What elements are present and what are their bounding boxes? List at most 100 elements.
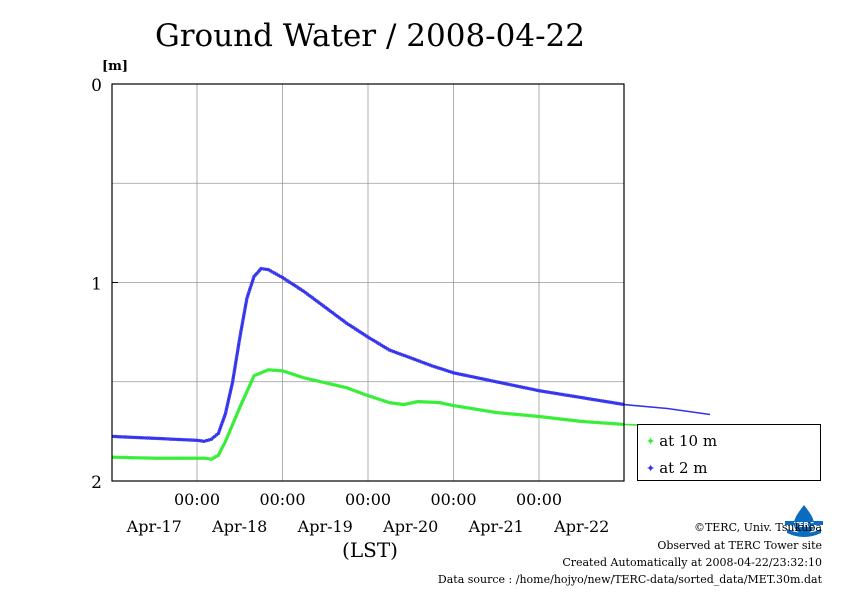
data-point (543, 390, 548, 394)
data-point (616, 401, 620, 406)
x-axis-label: (LST) (342, 538, 398, 562)
data-point (597, 398, 601, 403)
data-point (513, 384, 518, 388)
data-point (535, 414, 539, 418)
data-point (537, 389, 541, 393)
data-point (426, 400, 431, 404)
x-tick-date-label: Apr-18 (211, 517, 267, 536)
terc-logo-icon: TERC (783, 503, 825, 541)
data-point (389, 401, 394, 405)
data-point (537, 414, 541, 419)
data-point (548, 390, 552, 395)
data-point (473, 407, 477, 411)
data-point (565, 418, 569, 422)
x-tick-time-label: 00:00 (259, 490, 305, 509)
x-tick-date-label: Apr-22 (553, 517, 609, 536)
data-point (226, 401, 230, 405)
data-point (588, 397, 592, 401)
data-point (429, 400, 433, 404)
data-point (548, 416, 552, 420)
legend-marker-blue: ✦ (646, 461, 656, 475)
data-point (524, 386, 528, 390)
data-point (462, 405, 466, 409)
series-line (111, 267, 711, 443)
data-point (528, 414, 533, 418)
data-point (473, 375, 477, 379)
data-point (410, 401, 414, 405)
y-tick-label: 1 (91, 275, 102, 295)
data-point (451, 403, 456, 408)
data-point (560, 417, 565, 421)
data-point (139, 456, 143, 460)
data-point (486, 409, 490, 413)
y-tick-label: 2 (91, 473, 102, 493)
series-at-10m (111, 368, 711, 461)
data-point (193, 456, 197, 460)
data-point (494, 380, 498, 384)
legend-label: at 10 m (659, 432, 718, 450)
data-point (319, 380, 323, 384)
created-text: Created Automatically at 2008-04-22/23:3… (562, 556, 822, 569)
data-point (433, 400, 437, 405)
data-point (490, 410, 494, 414)
data-point (541, 389, 545, 394)
x-tick-date-label: Apr-19 (297, 517, 353, 536)
data-point (552, 391, 556, 395)
data-point (552, 416, 556, 420)
grid-lines (112, 84, 624, 481)
x-tick-labels: 00:00 00:00 00:00 00:00 00:00 Apr-17 Apr-18 Apr… (126, 490, 610, 536)
data-point (422, 400, 426, 404)
data-point (518, 385, 522, 389)
data-point (569, 418, 573, 422)
data-point (479, 408, 483, 412)
logo-text: TERC (794, 521, 814, 529)
data-point (468, 406, 473, 410)
data-point (188, 456, 192, 460)
data-point (468, 374, 473, 379)
data-point (224, 409, 228, 414)
data-point (157, 456, 161, 460)
data-point (408, 401, 412, 405)
data-point (387, 400, 392, 405)
legend-label: at 2 m (659, 459, 708, 477)
data-point (439, 401, 443, 405)
data-point (554, 391, 558, 396)
chart-title: Ground Water / 2008-04-22 (155, 18, 585, 54)
data-point (130, 456, 134, 460)
data-point (397, 402, 402, 406)
data-point (230, 382, 234, 386)
y-axis-unit-label: [m] (102, 59, 128, 74)
data-point (416, 399, 420, 404)
data-point (179, 456, 183, 460)
legend-item-at-2m: ✦ at 2 m (646, 458, 708, 478)
data-point (148, 456, 152, 460)
data-point (184, 456, 188, 460)
data-point (233, 366, 237, 371)
x-tick-date-label: Apr-21 (468, 517, 524, 536)
data-point (560, 392, 565, 397)
data-point (569, 394, 573, 398)
data-point (554, 416, 558, 421)
data-point (494, 410, 498, 415)
data-point (543, 415, 548, 419)
data-point (580, 395, 584, 400)
data-point (466, 406, 471, 410)
legend: ✦ at 10 m ✦ at 2 m (637, 424, 821, 481)
x-tick-time-label: 00:00 (516, 490, 562, 509)
data-point (599, 399, 603, 403)
data-point (558, 417, 563, 421)
x-tick-time-label: 00:00 (174, 490, 220, 509)
data-point (528, 387, 533, 391)
data-point (530, 414, 535, 418)
data-point (520, 413, 524, 417)
data-point (170, 456, 174, 460)
data-point (483, 409, 488, 413)
data-point (558, 392, 563, 396)
data-point (496, 380, 501, 384)
series-layer (111, 266, 711, 461)
data-point (490, 379, 494, 383)
y-tick-label: 0 (91, 76, 102, 96)
data-point (443, 402, 448, 406)
data-point (565, 393, 569, 397)
